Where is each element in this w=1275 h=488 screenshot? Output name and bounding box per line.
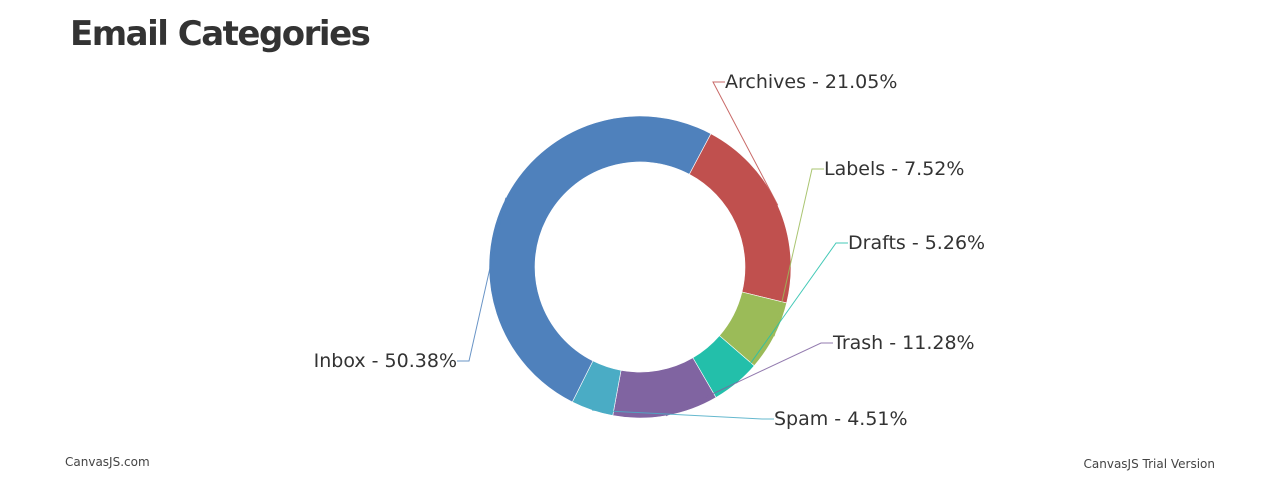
leader-line-drafts bbox=[736, 242, 848, 384]
labels-layer: Archives - 21.05% Labels - 7.52% Drafts - … bbox=[314, 71, 985, 430]
label-spam: Spam - 4.51% bbox=[774, 408, 908, 430]
label-labels: Labels - 7.52% bbox=[824, 158, 964, 180]
label-archives: Archives - 21.05% bbox=[725, 71, 897, 93]
slice-archives[interactable] bbox=[688, 133, 792, 304]
label-trash: Trash - 11.28% bbox=[832, 332, 975, 354]
leader-line-archives bbox=[712, 81, 779, 206]
leader-line-trash bbox=[665, 342, 833, 417]
leader-line-labels bbox=[773, 168, 824, 337]
credit-left[interactable]: CanvasJS.com bbox=[65, 455, 150, 469]
label-drafts: Drafts - 5.26% bbox=[848, 232, 985, 254]
leader-line-spam bbox=[592, 409, 774, 420]
leader-line-inbox bbox=[457, 197, 507, 362]
chart-title: Email Categories bbox=[70, 14, 370, 54]
label-inbox: Inbox - 50.38% bbox=[314, 350, 457, 372]
credit-right[interactable]: CanvasJS Trial Version bbox=[1084, 457, 1215, 471]
slice-inbox[interactable] bbox=[488, 115, 712, 403]
slices-layer bbox=[488, 115, 792, 419]
